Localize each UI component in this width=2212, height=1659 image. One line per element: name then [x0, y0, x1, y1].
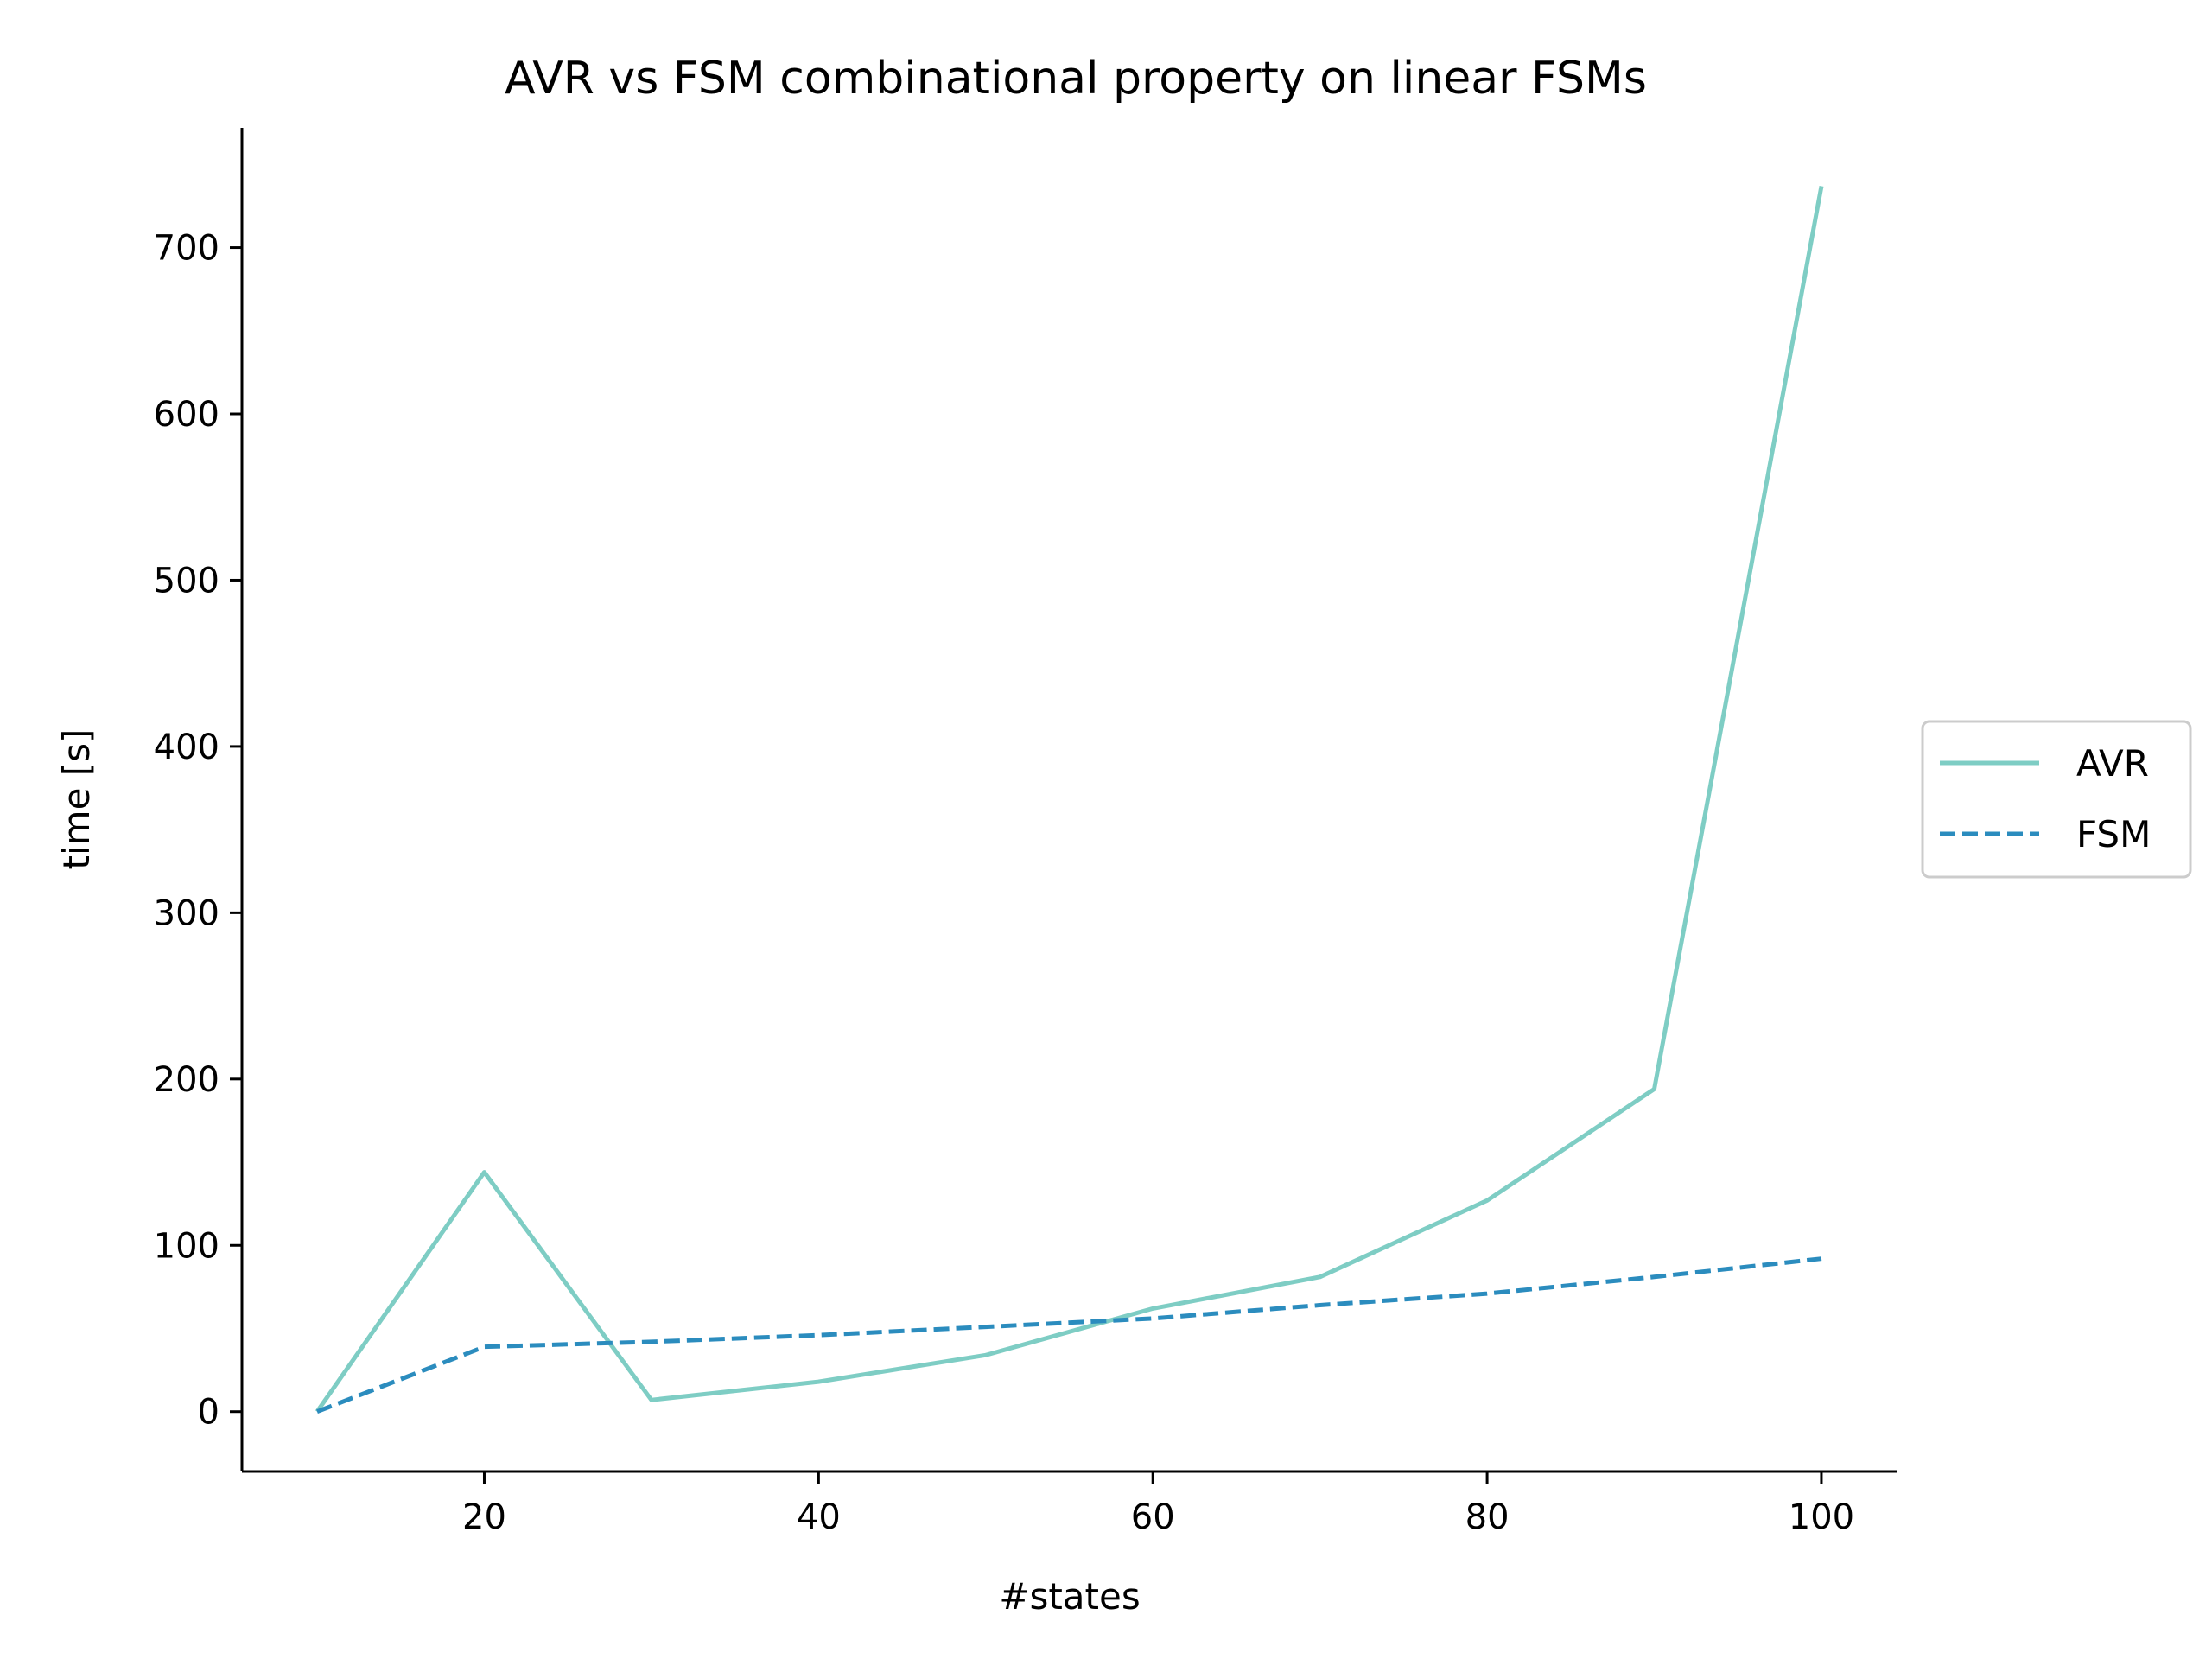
y-tick-label: 600: [154, 395, 219, 435]
y-tick-label: 400: [154, 728, 219, 767]
x-tick-label: 60: [1131, 1497, 1175, 1537]
x-ticks: 20 40 60 80 100: [462, 1471, 1854, 1537]
x-tick-label: 40: [797, 1497, 841, 1537]
y-tick-label: 200: [154, 1060, 219, 1100]
series-line-avr: [315, 185, 1824, 1414]
y-tick-label: 300: [154, 893, 219, 933]
y-ticks: 0 100 200 300 400 500 600 700: [154, 229, 242, 1433]
legend: AVR FSM: [1921, 720, 2192, 879]
series-layer: [315, 185, 1824, 1414]
x-tick-label: 80: [1465, 1497, 1510, 1537]
series-line-fsm: [316, 1256, 1822, 1414]
x-tick-label: 20: [462, 1497, 506, 1537]
legend-label-fsm: FSM: [2076, 813, 2151, 855]
chart-title: AVR vs FSM combinational property on lin…: [505, 53, 1647, 105]
x-tick-label: 100: [1789, 1497, 1854, 1537]
legend-box: [1921, 720, 2192, 879]
y-tick-label: 500: [154, 561, 219, 601]
x-axis-title: #states: [999, 1575, 1140, 1618]
y-tick-label: 0: [198, 1393, 219, 1433]
y-axis-title: time [s]: [55, 729, 98, 870]
y-tick-label: 700: [154, 229, 219, 269]
axes: [240, 128, 1897, 1473]
legend-label-avr: AVR: [2076, 742, 2149, 785]
y-tick-label: 100: [154, 1226, 219, 1266]
